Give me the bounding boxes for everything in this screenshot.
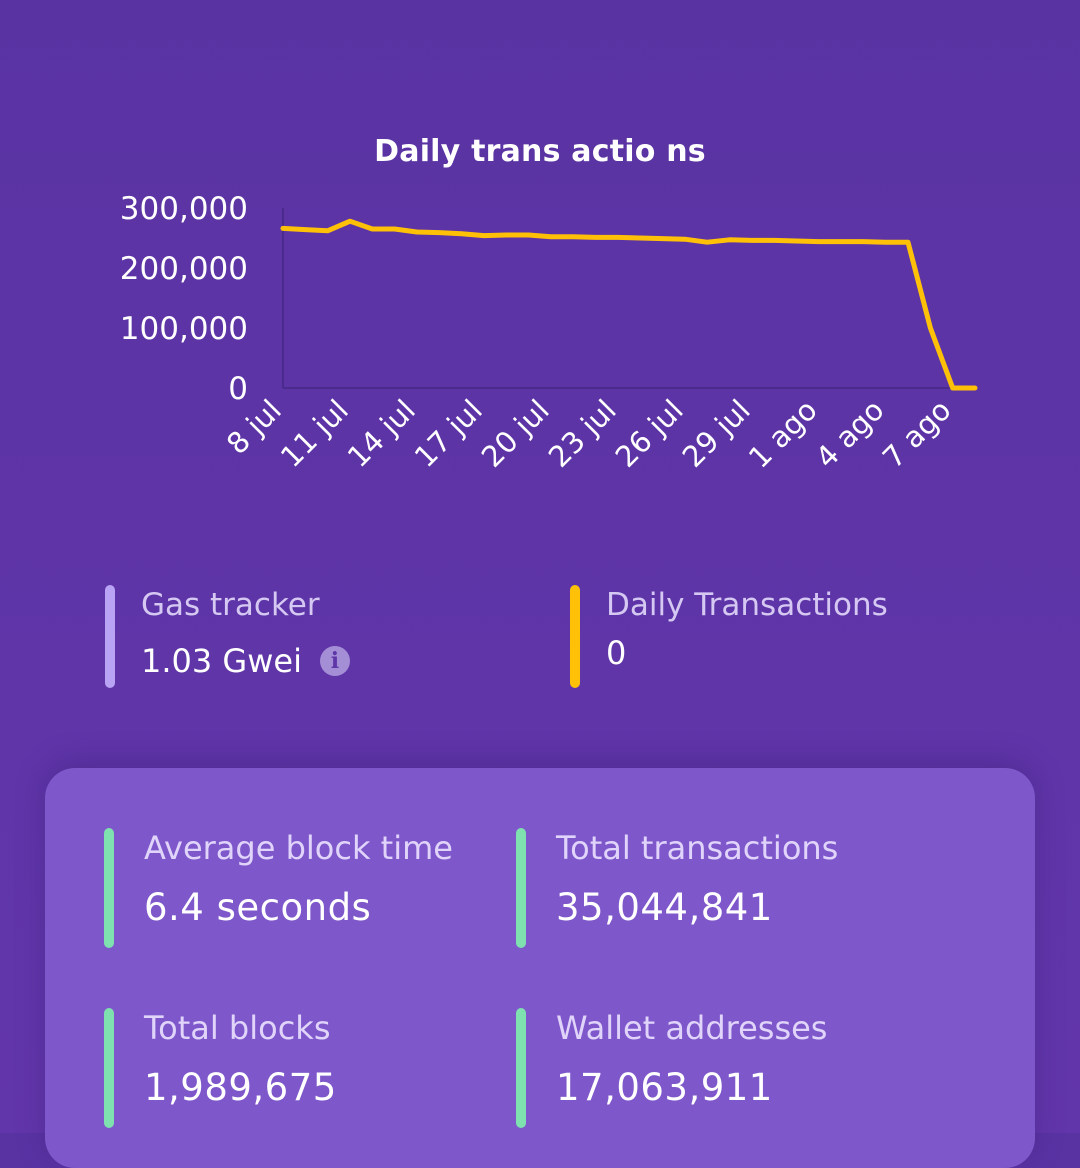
- daily-transactions-label: Daily Transactions: [606, 587, 888, 623]
- daily-transactions-chart: Daily trans actio ns 0 100,000 200,000 300,…: [0, 0, 1080, 540]
- y-tick-label: 0: [228, 371, 248, 407]
- x-tick-label: 23 jul: [542, 393, 623, 474]
- x-tick-label: 14 jul: [341, 393, 422, 474]
- x-tick-label: 4 ago: [809, 393, 891, 475]
- total-blocks-stat: Total blocks 1,989,675: [104, 1008, 337, 1128]
- network-stats-card: Average block time 6.4 seconds Total tra…: [45, 768, 1035, 1168]
- gas-tracker-stat: Gas tracker 1.03 Gwei i: [105, 585, 350, 688]
- x-tick-label: 29 jul: [676, 393, 757, 474]
- gas-tracker-amount: 1.03 Gwei: [141, 642, 302, 680]
- gas-tracker-indicator: [105, 585, 115, 688]
- x-tick-label: 1 ago: [742, 393, 824, 475]
- stat-indicator: [104, 828, 114, 948]
- average-block-time-stat: Average block time 6.4 seconds: [104, 828, 453, 948]
- daily-transactions-value: 0: [606, 634, 627, 672]
- stat-indicator: [104, 1008, 114, 1128]
- info-icon[interactable]: i: [319, 646, 350, 676]
- daily-transactions-indicator: [570, 585, 580, 688]
- wallet-addresses-stat: Wallet addresses 17,063,911: [516, 1008, 827, 1128]
- x-tick-label: 11 jul: [274, 393, 355, 474]
- total-blocks-value: 1,989,675: [144, 1066, 337, 1109]
- wallet-addresses-label: Wallet addresses: [556, 1009, 828, 1047]
- daily-transactions-stat: Daily Transactions 0: [570, 585, 888, 688]
- stat-indicator: [516, 1008, 526, 1128]
- total-transactions-value: 35,044,841: [556, 886, 773, 929]
- total-blocks-label: Total blocks: [144, 1009, 331, 1047]
- series-line: [280, 218, 978, 391]
- x-tick-label: 20 jul: [475, 393, 556, 474]
- x-tick-label: 17 jul: [408, 393, 489, 474]
- x-tick-label: 26 jul: [609, 393, 690, 474]
- wallet-addresses-value: 17,063,911: [556, 1066, 773, 1109]
- gas-tracker-label: Gas tracker: [141, 587, 320, 623]
- x-tick-label: 7 ago: [876, 393, 958, 475]
- total-transactions-stat: Total transactions 35,044,841: [516, 828, 838, 948]
- stat-indicator: [516, 828, 526, 948]
- average-block-time-label: Average block time: [144, 829, 453, 867]
- y-tick-label: 200,000: [120, 251, 248, 287]
- y-tick-label: 100,000: [120, 311, 248, 347]
- y-tick-label: 300,000: [120, 191, 248, 227]
- average-block-time-value: 6.4 seconds: [144, 886, 372, 929]
- chart-legend-stats: Gas tracker 1.03 Gwei i Daily Transactio…: [0, 580, 1080, 700]
- gas-tracker-value: 1.03 Gwei i: [141, 641, 350, 681]
- chart-title: Daily trans actio ns: [374, 134, 706, 169]
- total-transactions-label: Total transactions: [556, 829, 839, 867]
